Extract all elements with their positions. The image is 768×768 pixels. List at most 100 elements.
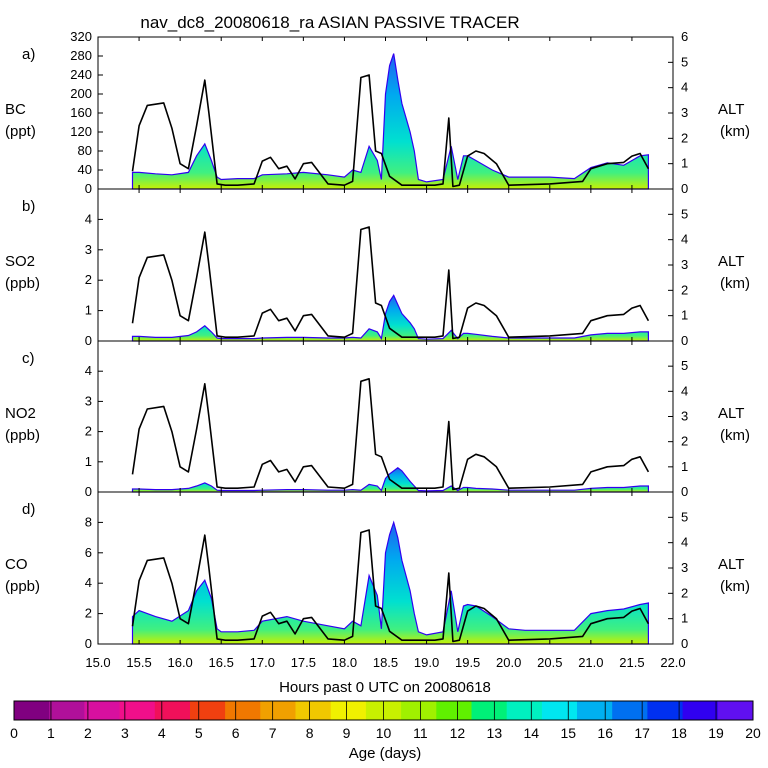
y-axis-unit: (ppb) bbox=[5, 578, 40, 595]
alt-tick-label: 5 bbox=[681, 206, 688, 221]
colorbar-swatch bbox=[612, 701, 648, 720]
alt-tick-label: 1 bbox=[681, 459, 688, 474]
colorbar-tick-label: 7 bbox=[269, 725, 277, 741]
x-tick-label: 19.0 bbox=[414, 655, 439, 670]
tracer-area-2 bbox=[131, 294, 649, 342]
x-tick-label: 15.0 bbox=[85, 655, 110, 670]
colorbar-swatch bbox=[190, 701, 226, 720]
colorbar-tick-label: 1 bbox=[47, 725, 55, 741]
y-tick-label: 6 bbox=[85, 545, 92, 560]
alt-axis-label: ALT bbox=[718, 405, 744, 422]
colorbar-swatch bbox=[14, 701, 50, 720]
alt-tick-label: 5 bbox=[681, 358, 688, 373]
y-axis-label: NO2 bbox=[5, 405, 36, 422]
x-tick-label: 21.5 bbox=[619, 655, 644, 670]
alt-tick-label: 2 bbox=[681, 585, 688, 600]
y-tick-label: 0 bbox=[85, 181, 92, 196]
colorbar-label: Age (days) bbox=[349, 745, 422, 762]
y-tick-label: 2 bbox=[85, 272, 92, 287]
y-tick-label: 0 bbox=[85, 636, 92, 651]
alt-tick-label: 4 bbox=[681, 232, 688, 247]
alt-tick-label: 6 bbox=[681, 29, 688, 44]
colorbar-tick-label: 17 bbox=[634, 725, 650, 741]
y-tick-label: 160 bbox=[70, 105, 92, 120]
y-tick-label: 280 bbox=[70, 48, 92, 63]
colorbar-swatch bbox=[436, 701, 472, 720]
y-tick-label: 80 bbox=[78, 143, 92, 158]
y-tick-label: 320 bbox=[70, 29, 92, 44]
alt-tick-label: 4 bbox=[681, 535, 688, 550]
alt-tick-label: 1 bbox=[681, 156, 688, 171]
colorbar-tick-label: 18 bbox=[671, 725, 687, 741]
alt-axis-label: ALT bbox=[718, 556, 744, 573]
panel-4: 0 2 4 6 8 0 1 2 3 4 5 d) CO (ppb) ALT (km) 15.0 15.5 16.0 1… bbox=[5, 491, 750, 670]
y-tick-label: 2 bbox=[85, 606, 92, 621]
colorbar-swatch bbox=[471, 701, 508, 720]
colorbar-tick-label: 3 bbox=[121, 725, 129, 741]
alt-tick-label: 5 bbox=[681, 54, 688, 69]
panel-letter: a) bbox=[22, 46, 35, 63]
y-tick-label: 120 bbox=[70, 124, 92, 139]
panel-letter: d) bbox=[22, 501, 35, 518]
panel-1: 0 40 80 120 160 200 240 280 320 0 1 2 3 4 5 6 a) BC (ppt) A… bbox=[5, 29, 750, 196]
alt-tick-label: 2 bbox=[681, 434, 688, 449]
colorbar-swatch bbox=[647, 701, 684, 720]
colorbar-swatch bbox=[154, 701, 191, 720]
colorbar-tick-label: 20 bbox=[745, 725, 761, 741]
figure-title: nav_dc8_20080618_ra ASIAN PASSIVE TRACER bbox=[140, 13, 519, 32]
y-tick-label: 200 bbox=[70, 86, 92, 101]
alt-axis-unit: (km) bbox=[720, 427, 750, 444]
colorbar-tick-label: 9 bbox=[343, 725, 351, 741]
y-tick-label: 2 bbox=[85, 424, 92, 439]
alt-tick-label: 2 bbox=[681, 130, 688, 145]
panel-letter: b) bbox=[22, 198, 35, 215]
alt-tick-label: 4 bbox=[681, 80, 688, 95]
x-tick-label: 18.0 bbox=[332, 655, 357, 670]
alt-tick-label: 3 bbox=[681, 257, 688, 272]
y-tick-label: 4 bbox=[85, 211, 92, 226]
colorbar-tick-label: 11 bbox=[413, 725, 428, 741]
alt-axis-unit: (km) bbox=[720, 123, 750, 140]
panel-2: 0 1 2 3 4 0 1 2 3 4 5 b) SO2 (ppb) ALT (km) bbox=[5, 188, 750, 348]
alt-tick-label: 5 bbox=[681, 509, 688, 524]
alt-tick-label: 3 bbox=[681, 105, 688, 120]
y-axis-unit: (ppt) bbox=[5, 123, 36, 140]
colorbar-tick-label: 14 bbox=[524, 725, 540, 741]
colorbar-swatch bbox=[260, 701, 296, 720]
panel-3: 0 1 2 3 4 0 1 2 3 4 5 c) NO2 (ppb) ALT (km) bbox=[5, 340, 750, 499]
y-tick-label: 8 bbox=[85, 514, 92, 529]
colorbar-swatch bbox=[330, 701, 367, 720]
x-tick-label: 22.0 bbox=[660, 655, 685, 670]
y-tick-label: 240 bbox=[70, 67, 92, 82]
y-axis-unit: (ppb) bbox=[5, 275, 40, 292]
colorbar-swatch bbox=[295, 701, 332, 720]
panels: 040801201602002402803200123456a)BC(ppt)A… bbox=[5, 29, 750, 670]
colorbar-swatch bbox=[119, 701, 156, 720]
x-tick-label: 21.0 bbox=[578, 655, 603, 670]
y-tick-label: 3 bbox=[85, 393, 92, 408]
y-axis-unit: (ppb) bbox=[5, 427, 40, 444]
x-axis-label: Hours past 0 UTC on 20080618 bbox=[279, 679, 491, 696]
colorbar-swatch bbox=[49, 701, 85, 720]
colorbar-tick-label: 4 bbox=[158, 725, 166, 741]
colorbar-swatch bbox=[577, 701, 613, 720]
x-tick-label: 16.5 bbox=[209, 655, 234, 670]
x-tick-label: 20.0 bbox=[496, 655, 521, 670]
alt-tick-label: 1 bbox=[681, 611, 688, 626]
colorbar-tick-label: 2 bbox=[84, 725, 92, 741]
y-tick-label: 0 bbox=[85, 333, 92, 348]
y-tick-label: 40 bbox=[78, 162, 92, 177]
alt-tick-label: 3 bbox=[681, 560, 688, 575]
x-tick-label: 17.0 bbox=[250, 655, 275, 670]
y-axis-label: CO bbox=[5, 556, 28, 573]
alt-axis-unit: (km) bbox=[720, 275, 750, 292]
colorbar-tick-label: 5 bbox=[195, 725, 203, 741]
alt-tick-label: 0 bbox=[681, 333, 688, 348]
x-tick-label: 20.5 bbox=[537, 655, 562, 670]
colorbar: 0 1 2 3 4 5 6 7 8 9 10 11 12 13 14 15 16 17 18 19 20 bbox=[10, 700, 761, 741]
alt-tick-label: 0 bbox=[681, 484, 688, 499]
colorbar-swatch bbox=[506, 701, 543, 720]
x-tick-label: 15.5 bbox=[126, 655, 151, 670]
y-tick-label: 3 bbox=[85, 242, 92, 257]
